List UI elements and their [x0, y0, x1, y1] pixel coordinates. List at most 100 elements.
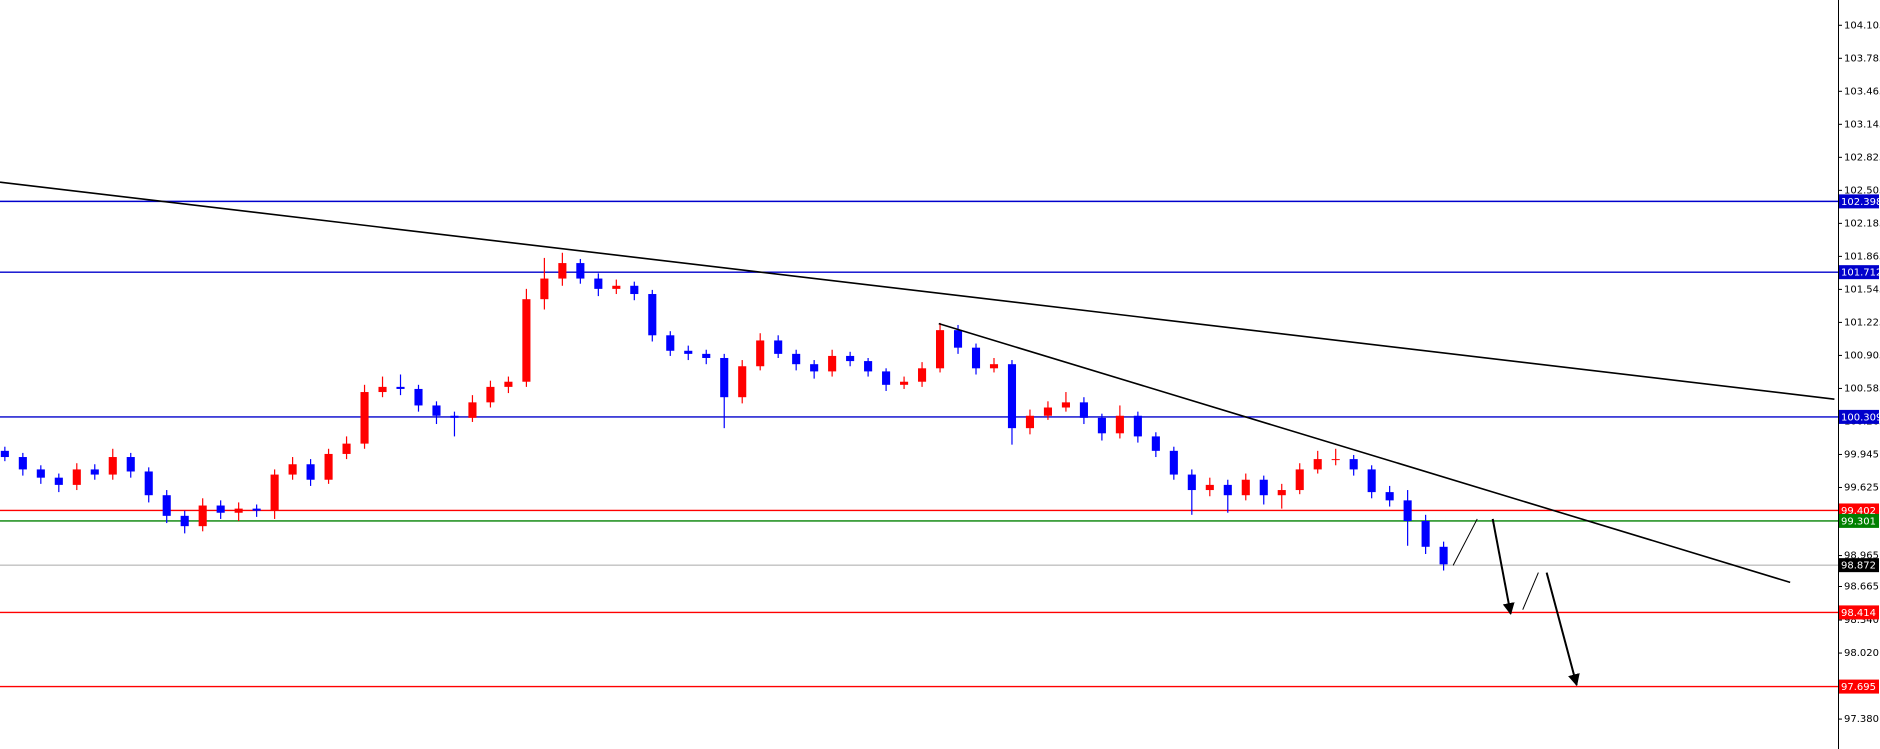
level-label: 98.872 [1841, 561, 1876, 572]
candle-body [414, 388, 423, 406]
candle-body [1133, 415, 1142, 437]
candle-body [720, 357, 729, 398]
candle-body [288, 464, 297, 475]
candle-body [738, 366, 747, 398]
candle-body [432, 405, 441, 416]
y-tick-label: 102.825 [1844, 152, 1880, 163]
candle-body [342, 443, 351, 454]
candle-body [468, 402, 477, 418]
candle-body [989, 364, 999, 369]
candle-body [1007, 364, 1017, 429]
candle-body [576, 263, 585, 279]
candle-body [828, 355, 837, 372]
candle-body [1151, 436, 1160, 451]
candle-body [1367, 469, 1376, 493]
y-tick-label: 98.665 [1844, 582, 1879, 593]
candle-body [1421, 520, 1430, 547]
candle-body [54, 477, 63, 485]
candle-body [1313, 459, 1322, 470]
candle-body [72, 469, 81, 485]
candle-body [971, 347, 981, 369]
candle-body [864, 361, 873, 372]
y-tick-label: 98.965 [1844, 551, 1879, 562]
candle-body [810, 364, 819, 372]
y-tick-label: 103.145 [1844, 119, 1880, 130]
candle-body [504, 381, 513, 387]
candle-body [540, 278, 549, 300]
candle-body [18, 457, 27, 470]
candle-body [144, 471, 153, 496]
candle-body [1385, 492, 1394, 501]
candle-body [1241, 479, 1250, 496]
level-label: 99.402 [1841, 506, 1876, 517]
y-tick-label: 98.020 [1844, 648, 1879, 659]
level-label: 97.695 [1841, 682, 1876, 693]
candle-body [216, 505, 225, 513]
candle-body [774, 340, 783, 354]
projection-arrow [1452, 518, 1478, 566]
candle-body [882, 371, 891, 385]
y-tick-label: 98.340 [1844, 615, 1879, 626]
candle-body [180, 515, 189, 527]
candle-body [558, 263, 567, 279]
candle-body [126, 457, 135, 472]
candle-body [918, 368, 927, 382]
candle-body [953, 330, 963, 348]
projection-arrow [1545, 572, 1580, 687]
candle-body [1277, 490, 1286, 496]
projection-arrow [1522, 572, 1539, 610]
projection-arrow [1491, 518, 1515, 616]
trend-line [0, 181, 1835, 400]
candle-body [1079, 402, 1088, 418]
level-label: 100.309 [1841, 412, 1880, 423]
candle-body [1439, 546, 1448, 565]
candle-body [1403, 500, 1412, 521]
level-label-box [1839, 194, 1879, 209]
y-tick-label: 101.225 [1844, 317, 1880, 328]
candle-body [1295, 469, 1304, 491]
candle-body [162, 495, 171, 516]
candle-body [1115, 415, 1124, 434]
candle-body [252, 508, 261, 511]
candle-body [1061, 402, 1070, 408]
candle-body [486, 386, 495, 403]
candle-body [1097, 417, 1106, 434]
y-tick-label: 102.505 [1844, 185, 1880, 196]
candle-body [1025, 415, 1035, 429]
candle-body [648, 294, 657, 336]
level-label-box [1839, 409, 1879, 424]
candle-body [90, 469, 99, 475]
candle-body [684, 350, 693, 354]
y-tick-label: 97.380 [1844, 714, 1879, 725]
candle-body [324, 453, 333, 480]
level-label-box [1839, 558, 1879, 573]
y-tick-label: 101.545 [1844, 284, 1880, 295]
candle-body [360, 392, 369, 444]
candle-body [1205, 484, 1214, 491]
candle-body [36, 469, 45, 478]
y-tick-label: 100.585 [1844, 383, 1880, 394]
level-label: 99.301 [1841, 516, 1876, 527]
level-label: 101.712 [1841, 268, 1880, 279]
level-label-box [1839, 513, 1879, 528]
y-tick-label: 99.625 [1844, 482, 1879, 493]
y-tick-label: 99.945 [1844, 449, 1879, 460]
level-label: 102.398 [1841, 197, 1880, 208]
y-tick-label: 104.105 [1844, 20, 1880, 31]
candle-body [1223, 484, 1232, 496]
y-tick-label: 101.865 [1844, 251, 1880, 262]
candle-body [630, 285, 639, 295]
candle-body [234, 508, 243, 513]
candle-body [792, 353, 801, 365]
y-tick-label: 100.905 [1844, 350, 1880, 361]
candle-body [1169, 450, 1178, 475]
candle-body [612, 285, 621, 289]
candle-body [378, 386, 387, 393]
candle-body [1349, 459, 1358, 470]
candle-body [108, 457, 117, 475]
candle-body [1259, 479, 1268, 496]
y-tick-label: 103.785 [1844, 53, 1880, 64]
